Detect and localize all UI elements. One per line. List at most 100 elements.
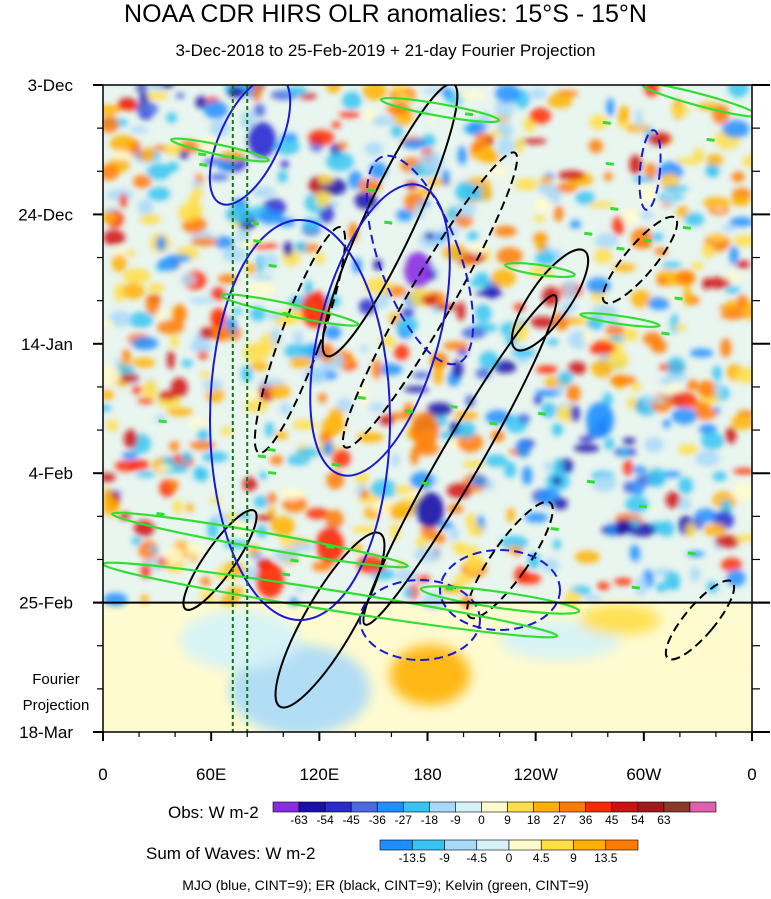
anomaly-blob <box>419 152 445 172</box>
anomaly-blob <box>588 139 604 153</box>
anomaly-blob <box>311 561 333 572</box>
anomaly-blob <box>607 350 629 370</box>
waves-colorbar: -13.5 -9 -4.5 0 4.5 9 13.5 <box>379 839 639 865</box>
obs-colorbar-tick-label: -54 <box>316 813 334 827</box>
anomaly-blob <box>512 322 528 342</box>
wave-contour <box>638 129 662 211</box>
anomaly-blob <box>443 341 469 351</box>
anomaly-blob <box>670 106 691 116</box>
anomaly-blob <box>253 103 266 117</box>
anomaly-blob <box>647 132 672 146</box>
waves-colorbar-swatch <box>605 839 639 851</box>
kelvin-contour-dash <box>638 504 648 509</box>
kelvin-contour <box>419 585 581 615</box>
anomaly-blob <box>470 142 483 152</box>
anomaly-blob <box>266 506 276 518</box>
anomaly-blob <box>128 312 154 328</box>
kelvin-contour-dash <box>449 404 458 409</box>
anomaly-blob <box>232 198 248 208</box>
obs-colorbar-tick-label: -45 <box>343 813 361 827</box>
anomaly-blob <box>567 361 587 375</box>
anomaly-blob <box>123 429 138 449</box>
anomaly-blob <box>591 304 618 319</box>
anomaly-blob <box>396 208 414 222</box>
anomaly-blob <box>678 497 692 512</box>
anomaly-blob <box>735 534 752 542</box>
obs-colorbar-swatch <box>559 801 587 813</box>
anomaly-blob <box>706 276 731 289</box>
kelvin-contour-dash <box>602 120 611 125</box>
anomaly-core <box>416 492 444 528</box>
anomaly-blob <box>723 273 743 281</box>
anomaly-blob <box>650 394 673 413</box>
anomaly-blob <box>647 467 667 488</box>
anomaly-blob <box>257 209 284 225</box>
anomaly-blob <box>274 431 289 440</box>
wave-contour <box>510 248 590 352</box>
axes: 3-Dec 24-Dec 14-Jan 4-Feb 25-Feb 18-Mar 0 60E 12… <box>18 76 770 784</box>
anomaly-blob <box>294 241 308 253</box>
anomaly-blob <box>591 475 617 492</box>
anomaly-blob <box>114 460 140 472</box>
anomaly-blob <box>467 243 487 255</box>
kelvin-contour-dash <box>290 558 299 563</box>
anomaly-blob <box>362 85 387 101</box>
kelvin-contour <box>379 96 501 124</box>
anomaly-blob <box>132 385 142 395</box>
anomaly-blob <box>427 402 453 417</box>
anomaly-blob <box>358 298 376 315</box>
anomaly-blob <box>162 144 183 155</box>
anomaly-blob <box>143 91 169 100</box>
kelvin-contour-dash <box>282 311 291 316</box>
anomaly-blob <box>609 335 625 342</box>
kelvin-contour-dash <box>674 296 683 301</box>
anomaly-blob <box>732 235 752 247</box>
anomaly-blob <box>555 382 565 394</box>
anomaly-blob <box>175 92 185 99</box>
kelvin-contour-dash <box>253 239 262 244</box>
anomaly-blob <box>678 477 694 495</box>
color-legends: -63 -54 -45 -36 -27 -18 -9 0 9 18 27 36 45 54 63-13.5-… <box>272 801 717 865</box>
anomaly-blob <box>410 448 419 466</box>
anomaly-blob <box>630 290 652 308</box>
obs-colorbar-tick-label: -27 <box>395 813 413 827</box>
anomaly-blob <box>689 566 701 582</box>
anomaly-blob <box>702 277 711 290</box>
anomaly-blob <box>164 546 184 566</box>
projection-blob <box>580 605 660 635</box>
anomaly-blob <box>515 137 524 154</box>
waves-colorbar-tick-label: 4.5 <box>533 851 550 865</box>
anomaly-blob <box>518 413 531 424</box>
anomaly-blob <box>394 344 410 361</box>
anomaly-blob <box>244 399 269 413</box>
kelvin-contour-dash <box>250 221 260 226</box>
anomaly-blob <box>712 365 722 381</box>
anomaly-blob <box>484 454 508 468</box>
anomaly-blob <box>432 532 446 544</box>
anomaly-blob <box>259 471 268 480</box>
kelvin-contour-dash <box>267 447 276 452</box>
anomaly-blob <box>724 286 741 294</box>
waves-colorbar-tick-label: 13.5 <box>594 851 618 865</box>
y-tick-label: 4-Feb <box>29 464 73 483</box>
anomaly-blob <box>622 437 636 445</box>
anomaly-blob <box>125 250 136 257</box>
wave-contour <box>359 579 481 661</box>
anomaly-blob <box>121 451 139 461</box>
anomaly-blob <box>432 366 444 385</box>
anomaly-blob <box>597 581 610 591</box>
anomaly-blob <box>295 585 306 593</box>
anomaly-blob <box>106 419 119 432</box>
y-tick-label: 25-Feb <box>19 594 73 613</box>
anomaly-blob <box>521 138 547 145</box>
anomaly-blob <box>235 229 251 242</box>
anomaly-blob <box>222 246 248 263</box>
anomaly-blob <box>146 163 172 180</box>
obs-colorbar-tick-label: 45 <box>605 813 619 827</box>
obs-colorbar-swatch <box>481 801 508 813</box>
anomaly-blob <box>662 185 689 192</box>
anomaly-blob <box>514 178 539 191</box>
anomaly-blob <box>494 225 517 237</box>
anomaly-blob <box>292 419 318 430</box>
anomaly-blob <box>591 359 614 378</box>
